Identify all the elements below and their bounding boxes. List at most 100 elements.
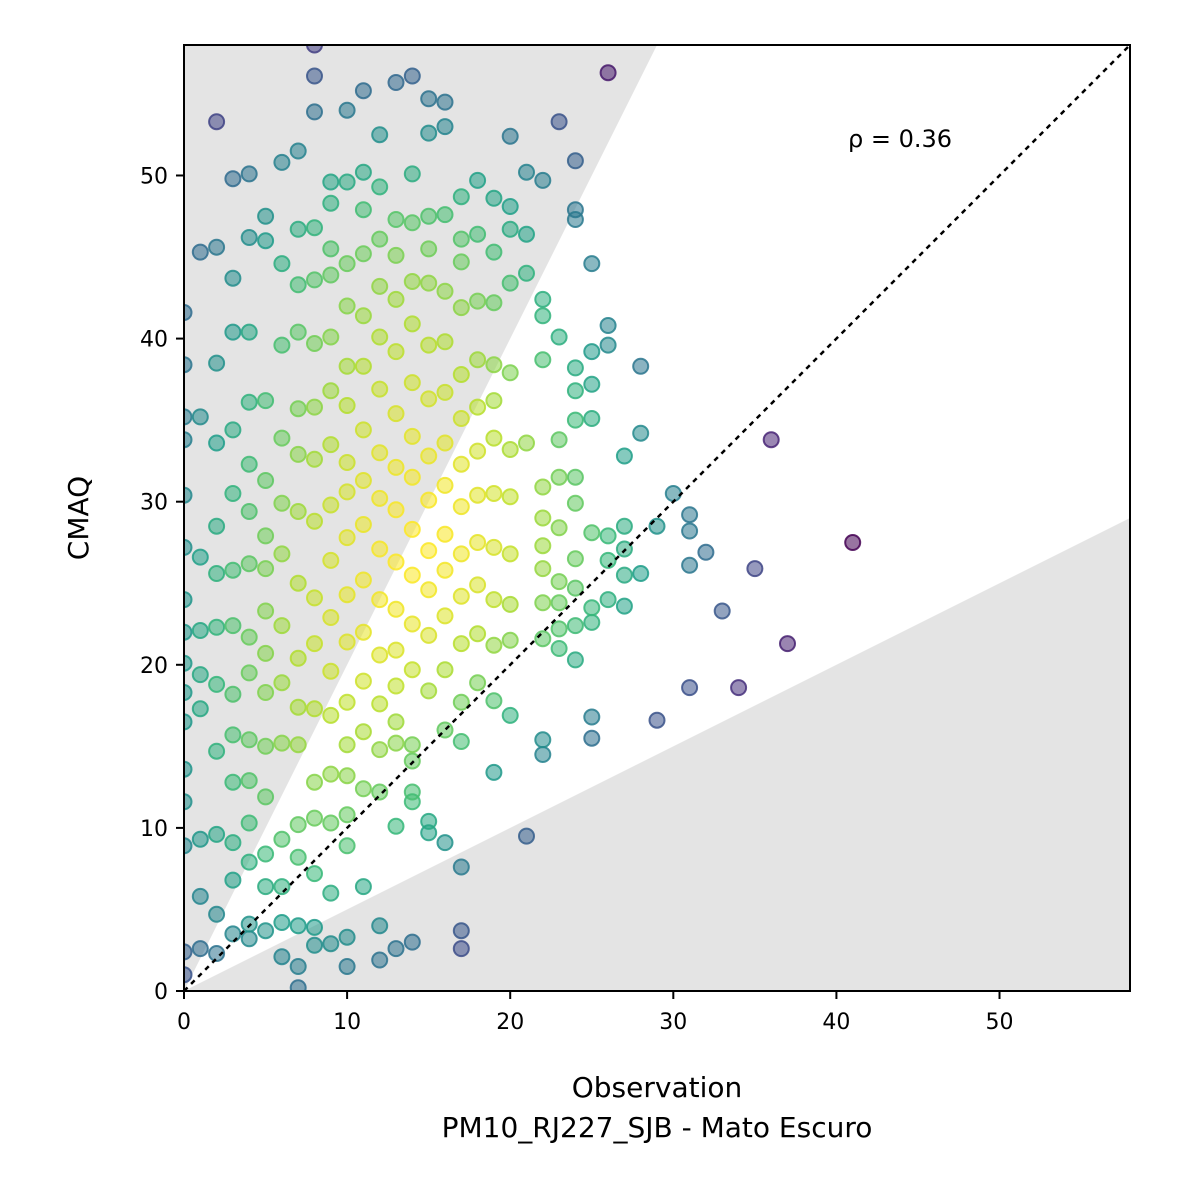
- data-point: [240, 455, 258, 473]
- data-point: [338, 297, 356, 315]
- data-point: [289, 142, 307, 160]
- data-point: [273, 617, 291, 635]
- data-point: [322, 662, 340, 680]
- data-point: [403, 468, 421, 486]
- data-point: [208, 742, 226, 760]
- data-point: [583, 599, 601, 617]
- data-point: [240, 772, 258, 790]
- data-point: [289, 220, 307, 238]
- data-point: [306, 589, 323, 607]
- data-point: [387, 553, 405, 571]
- data-point: [224, 726, 242, 744]
- data-point: [403, 783, 421, 801]
- data-point: [338, 357, 356, 375]
- data-point: [257, 602, 275, 620]
- data-point: [566, 494, 584, 512]
- data-point: [338, 255, 356, 273]
- data-point: [501, 198, 519, 215]
- data-point: [184, 486, 193, 504]
- data-point: [371, 328, 389, 346]
- data-point: [420, 390, 438, 408]
- data-point: [322, 935, 340, 953]
- data-point: [240, 503, 258, 520]
- data-point: [436, 333, 454, 351]
- data-point: [452, 635, 470, 653]
- data-point: [224, 421, 242, 439]
- data-point: [289, 445, 307, 463]
- data-point: [184, 684, 193, 701]
- data-point: [501, 706, 519, 724]
- data-point: [681, 679, 699, 697]
- data-point: [469, 674, 487, 692]
- data-point: [599, 317, 617, 334]
- data-point: [289, 400, 307, 418]
- x-tick-label: 30: [659, 1010, 687, 1035]
- data-point: [452, 545, 470, 563]
- data-point: [501, 488, 519, 506]
- data-point: [240, 853, 258, 871]
- data-point: [485, 538, 503, 556]
- data-point: [550, 620, 568, 638]
- data-point: [371, 277, 389, 295]
- data-point: [184, 760, 193, 778]
- data-point: [273, 914, 291, 931]
- data-point: [469, 486, 487, 504]
- data-point: [469, 534, 487, 551]
- data-point: [436, 434, 454, 452]
- data-point: [371, 380, 389, 398]
- data-point: [420, 447, 438, 465]
- data-point: [615, 517, 633, 535]
- data-point: [599, 336, 617, 354]
- data-point: [338, 483, 356, 501]
- data-point: [534, 560, 552, 578]
- data-point: [322, 814, 340, 832]
- data-point: [354, 357, 372, 375]
- data-point: [322, 609, 340, 626]
- data-point: [371, 783, 389, 801]
- data-point: [257, 644, 275, 662]
- data-point: [273, 255, 291, 273]
- data-point: [322, 765, 340, 783]
- data-point: [306, 512, 323, 530]
- data-point: [501, 545, 519, 563]
- data-point: [191, 940, 209, 958]
- data-point: [257, 527, 275, 545]
- data-point: [420, 90, 438, 108]
- data-point: [338, 736, 356, 754]
- data-point: [322, 266, 340, 284]
- data-point: [518, 225, 535, 243]
- data-point: [208, 945, 226, 962]
- data-point: [273, 734, 291, 752]
- data-point: [338, 806, 356, 824]
- data-point: [338, 101, 356, 119]
- data-point: [240, 628, 258, 646]
- data-point: [240, 323, 258, 341]
- data-point: [184, 837, 193, 855]
- data-point: [403, 736, 421, 754]
- data-point: [403, 520, 421, 538]
- data-point: [191, 700, 209, 718]
- data-point: [191, 666, 209, 684]
- data-point: [403, 273, 421, 290]
- data-point: [485, 636, 503, 654]
- data-point: [566, 211, 584, 228]
- data-point: [469, 625, 487, 643]
- data-point: [403, 374, 421, 392]
- data-point: [518, 264, 535, 282]
- data-point: [371, 917, 389, 935]
- data-point: [403, 67, 421, 85]
- data-point: [746, 560, 764, 578]
- data-point: [485, 692, 503, 710]
- data-point: [306, 335, 323, 352]
- data-point: [566, 359, 584, 377]
- data-point: [452, 455, 470, 473]
- data-point: [306, 700, 323, 718]
- data-point: [354, 780, 372, 798]
- data-point: [338, 958, 356, 975]
- data-point: [469, 225, 487, 243]
- y-tick-label: 20: [140, 654, 168, 679]
- data-point: [371, 695, 389, 713]
- data-point: [403, 315, 421, 333]
- data-point: [534, 594, 552, 612]
- data-point: [387, 343, 405, 361]
